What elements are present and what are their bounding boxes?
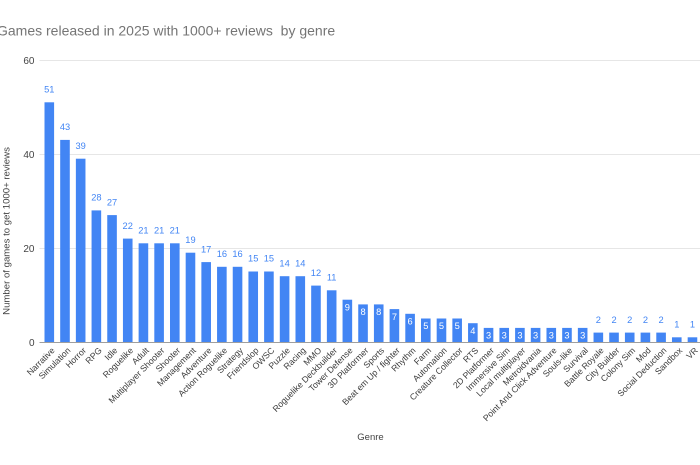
svg-text:Games released in 2025 with 10: Games released in 2025 with 1000+ review… (0, 23, 335, 39)
svg-text:Genre: Genre (357, 432, 383, 443)
svg-text:6: 6 (408, 317, 413, 327)
svg-text:1: 1 (690, 320, 695, 330)
svg-text:1: 1 (674, 320, 679, 330)
svg-text:7: 7 (392, 312, 397, 322)
svg-text:Number of games to get 1000+ r: Number of games to get 1000+ reviews (1, 147, 12, 315)
svg-text:5: 5 (423, 321, 428, 331)
svg-text:15: 15 (248, 254, 258, 264)
svg-text:2: 2 (611, 315, 616, 325)
svg-text:3: 3 (549, 331, 554, 341)
svg-text:8: 8 (360, 307, 365, 317)
svg-text:2: 2 (596, 315, 601, 325)
svg-text:20: 20 (23, 244, 35, 255)
svg-text:16: 16 (232, 249, 242, 259)
svg-text:5: 5 (455, 321, 460, 331)
svg-text:2: 2 (627, 315, 632, 325)
svg-text:15: 15 (264, 254, 274, 264)
svg-text:3: 3 (517, 331, 522, 341)
svg-text:3: 3 (580, 331, 585, 341)
svg-text:8: 8 (376, 307, 381, 317)
svg-text:27: 27 (107, 197, 117, 207)
svg-text:21: 21 (138, 226, 148, 236)
svg-text:21: 21 (170, 226, 180, 236)
svg-text:40: 40 (23, 150, 35, 161)
svg-text:22: 22 (123, 221, 133, 231)
svg-text:14: 14 (295, 258, 305, 268)
svg-text:9: 9 (345, 302, 350, 312)
svg-text:2: 2 (659, 315, 664, 325)
svg-text:2: 2 (643, 315, 648, 325)
svg-text:51: 51 (44, 85, 54, 95)
svg-text:5: 5 (439, 321, 444, 331)
svg-text:28: 28 (91, 193, 101, 203)
svg-text:3: 3 (502, 331, 507, 341)
svg-text:43: 43 (60, 122, 70, 132)
svg-text:0: 0 (29, 338, 35, 349)
svg-text:14: 14 (279, 258, 289, 268)
svg-text:3: 3 (533, 331, 538, 341)
svg-text:60: 60 (23, 56, 35, 67)
svg-text:21: 21 (154, 226, 164, 236)
svg-text:12: 12 (311, 268, 321, 278)
svg-text:11: 11 (327, 273, 337, 283)
svg-text:39: 39 (75, 141, 85, 151)
svg-text:4: 4 (470, 326, 475, 336)
svg-text:19: 19 (185, 235, 195, 245)
svg-text:3: 3 (564, 331, 569, 341)
svg-text:17: 17 (201, 244, 211, 254)
svg-text:16: 16 (217, 249, 227, 259)
svg-text:3: 3 (486, 331, 491, 341)
